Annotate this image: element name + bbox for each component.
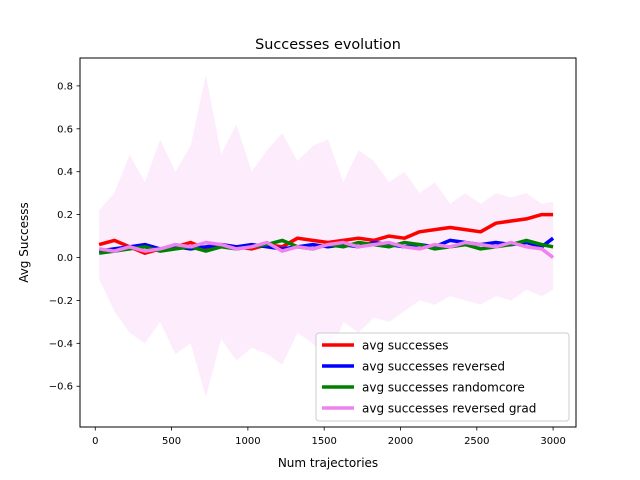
legend-label-3: avg successes randomcore: [362, 381, 525, 395]
y-tick-label: −0.2: [49, 296, 73, 307]
legend-label-2: avg successes reversed: [362, 360, 505, 374]
legend: avg successes avg successes reversed avg s…: [315, 332, 570, 422]
plot-clip-group: [98, 75, 555, 397]
plot-area: [98, 75, 555, 397]
series-line-4: [98, 240, 555, 259]
x-tick-label: 1000: [235, 436, 260, 447]
legend-label-4: avg successes reversed grad: [362, 402, 536, 416]
chart-title: Successes evolution: [255, 37, 401, 53]
legend-box: [315, 332, 570, 422]
x-tick-label: 3000: [540, 436, 565, 447]
x-tick-label: 500: [162, 436, 181, 447]
axis-ticks: 0 500 1000 1500 2000 2500 3000 −0.6 −0.4 −0.2 0.0 0…: [49, 81, 566, 447]
x-tick-label: 0: [92, 436, 98, 447]
x-axis-label: Num trajectories: [278, 456, 378, 470]
x-tick-label: 2000: [388, 436, 413, 447]
y-axis-label: Avg Successs: [17, 202, 31, 283]
std-band-area: [99, 75, 554, 397]
y-tick-label: 0.4: [57, 167, 73, 178]
y-tick-label: 0.6: [57, 124, 73, 135]
y-tick-label: 0.0: [57, 253, 73, 264]
legend-label-1: avg successes: [362, 339, 448, 353]
y-tick-label: 0.8: [57, 81, 73, 92]
y-tick-label: 0.2: [57, 210, 73, 221]
x-tick-label: 2500: [464, 436, 489, 447]
x-tick-label: 1500: [311, 436, 336, 447]
axes-frame: [79, 57, 577, 428]
y-tick-label: −0.6: [49, 382, 73, 393]
y-tick-label: −0.4: [49, 339, 73, 350]
